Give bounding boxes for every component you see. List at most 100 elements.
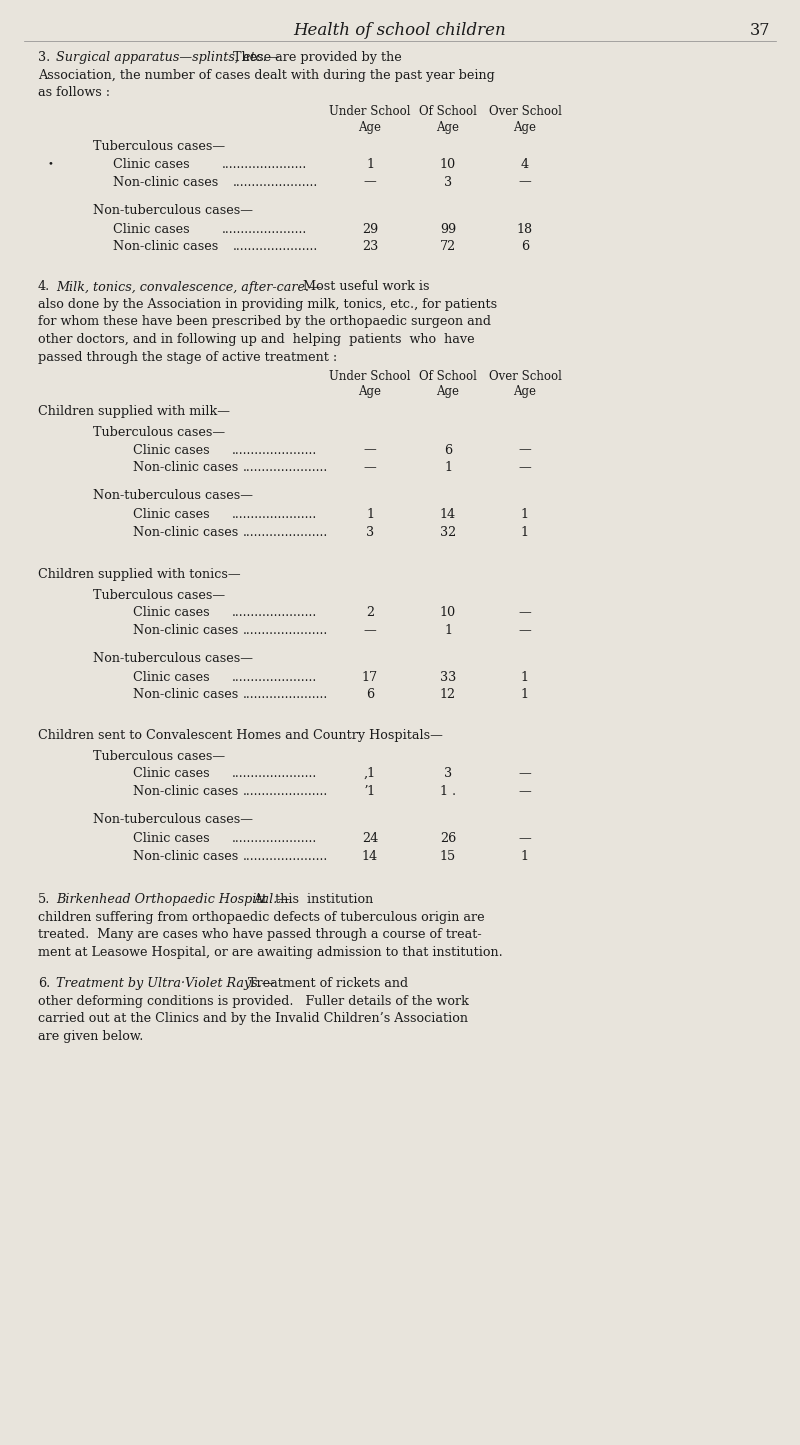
Text: 32: 32 [440,526,456,539]
Text: 24: 24 [362,832,378,845]
Text: Children supplied with milk—: Children supplied with milk— [38,405,230,418]
Text: ......................: ...................... [232,444,317,457]
Text: These are provided by the: These are provided by the [233,51,402,64]
Text: Over School: Over School [489,370,562,383]
Text: Surgical apparatus—splints, etc.—: Surgical apparatus—splints, etc.— [56,51,279,64]
Text: 1: 1 [444,461,452,474]
Text: Age: Age [358,121,382,134]
Text: ......................: ...................... [232,832,317,845]
Text: ......................: ...................... [232,509,317,522]
Text: children suffering from orthopaedic defects of tuberculous origin are: children suffering from orthopaedic defe… [38,910,485,923]
Text: 3: 3 [366,526,374,539]
Text: ......................: ...................... [232,767,317,780]
Text: 1: 1 [521,688,529,701]
Text: Clinic cases: Clinic cases [113,158,190,171]
Text: for whom these have been prescribed by the orthopaedic surgeon and: for whom these have been prescribed by t… [38,315,491,328]
Text: 1: 1 [366,158,374,171]
Text: Non-clinic cases: Non-clinic cases [133,461,238,474]
Text: Clinic cases: Clinic cases [133,509,210,522]
Text: —: — [364,175,376,188]
Text: other doctors, and in following up and  helping  patients  who  have: other doctors, and in following up and h… [38,332,474,345]
Text: ......................: ...................... [233,240,318,253]
Text: 6.: 6. [38,977,50,990]
Text: Age: Age [514,121,537,134]
Text: 10: 10 [440,158,456,171]
Text: 6: 6 [444,444,452,457]
Text: —: — [364,624,376,637]
Text: Non-clinic cases: Non-clinic cases [133,526,238,539]
Text: 72: 72 [440,240,456,253]
Text: Tuberculous cases—: Tuberculous cases— [93,140,225,153]
Text: —: — [518,785,531,798]
Text: ......................: ...................... [243,785,328,798]
Text: also done by the Association in providing milk, tonics, etc., for patients: also done by the Association in providin… [38,298,497,311]
Text: Clinic cases: Clinic cases [133,444,210,457]
Text: Tuberculous cases—: Tuberculous cases— [93,588,225,601]
Text: Non-tuberculous cases—: Non-tuberculous cases— [93,488,253,501]
Text: 3.: 3. [38,51,50,64]
Text: 1: 1 [521,509,529,522]
Text: 17: 17 [362,670,378,683]
Text: Children supplied with tonics—: Children supplied with tonics— [38,568,241,581]
Text: 26: 26 [440,832,456,845]
Text: Under School: Under School [330,370,410,383]
Text: —: — [364,461,376,474]
Text: 99: 99 [440,223,456,236]
Text: Health of school children: Health of school children [294,22,506,39]
Text: ......................: ...................... [243,526,328,539]
Text: 37: 37 [750,22,770,39]
Text: ......................: ...................... [233,175,318,188]
Text: 5.: 5. [38,893,50,906]
Text: 1 .: 1 . [440,785,456,798]
Text: Non-clinic cases: Non-clinic cases [113,175,218,188]
Text: 1: 1 [521,850,529,863]
Text: —: — [518,461,531,474]
Text: as follows :: as follows : [38,87,110,100]
Text: —: — [518,832,531,845]
Text: 1: 1 [521,526,529,539]
Text: Non-tuberculous cases—: Non-tuberculous cases— [93,204,253,217]
Text: Non-clinic cases: Non-clinic cases [133,688,238,701]
Text: treated.  Many are cases who have passed through a course of treat-: treated. Many are cases who have passed … [38,928,482,941]
Text: Of School: Of School [419,370,477,383]
Text: ......................: ...................... [243,461,328,474]
Text: 6: 6 [366,688,374,701]
Text: Clinic cases: Clinic cases [133,767,210,780]
Text: •: • [47,159,53,168]
Text: 1: 1 [366,509,374,522]
Text: ,1: ,1 [364,767,376,780]
Text: Clinic cases: Clinic cases [133,607,210,620]
Text: Non-tuberculous cases—: Non-tuberculous cases— [93,652,253,665]
Text: Tuberculous cases—: Tuberculous cases— [93,750,225,763]
Text: 6: 6 [521,240,529,253]
Text: ......................: ...................... [232,670,317,683]
Text: ment at Leasowe Hospital, or are awaiting admission to that institution.: ment at Leasowe Hospital, or are awaitin… [38,945,502,958]
Text: Non-clinic cases: Non-clinic cases [113,240,218,253]
Text: 4: 4 [521,158,529,171]
Text: Age: Age [358,386,382,399]
Text: Clinic cases: Clinic cases [113,223,190,236]
Text: carried out at the Clinics and by the Invalid Children’s Association: carried out at the Clinics and by the In… [38,1013,468,1026]
Text: Of School: Of School [419,105,477,118]
Text: 12: 12 [440,688,456,701]
Text: Milk, tonics, convalescence, after-care.—: Milk, tonics, convalescence, after-care.… [56,280,322,293]
Text: are given below.: are given below. [38,1030,143,1043]
Text: 23: 23 [362,240,378,253]
Text: ʼ1: ʼ1 [364,785,376,798]
Text: 33: 33 [440,670,456,683]
Text: —: — [518,607,531,620]
Text: Non-clinic cases: Non-clinic cases [133,624,238,637]
Text: Treatment of rickets and: Treatment of rickets and [248,977,408,990]
Text: Treatment by Ultra·Violet Rays.—: Treatment by Ultra·Violet Rays.— [56,977,274,990]
Text: —: — [518,624,531,637]
Text: Non-clinic cases: Non-clinic cases [133,850,238,863]
Text: —: — [518,767,531,780]
Text: Age: Age [437,121,459,134]
Text: ......................: ...................... [243,624,328,637]
Text: ......................: ...................... [232,607,317,620]
Text: 2: 2 [366,607,374,620]
Text: ......................: ...................... [243,850,328,863]
Text: ......................: ...................... [222,158,307,171]
Text: other deforming conditions is provided.   Fuller details of the work: other deforming conditions is provided. … [38,994,469,1007]
Text: 14: 14 [362,850,378,863]
